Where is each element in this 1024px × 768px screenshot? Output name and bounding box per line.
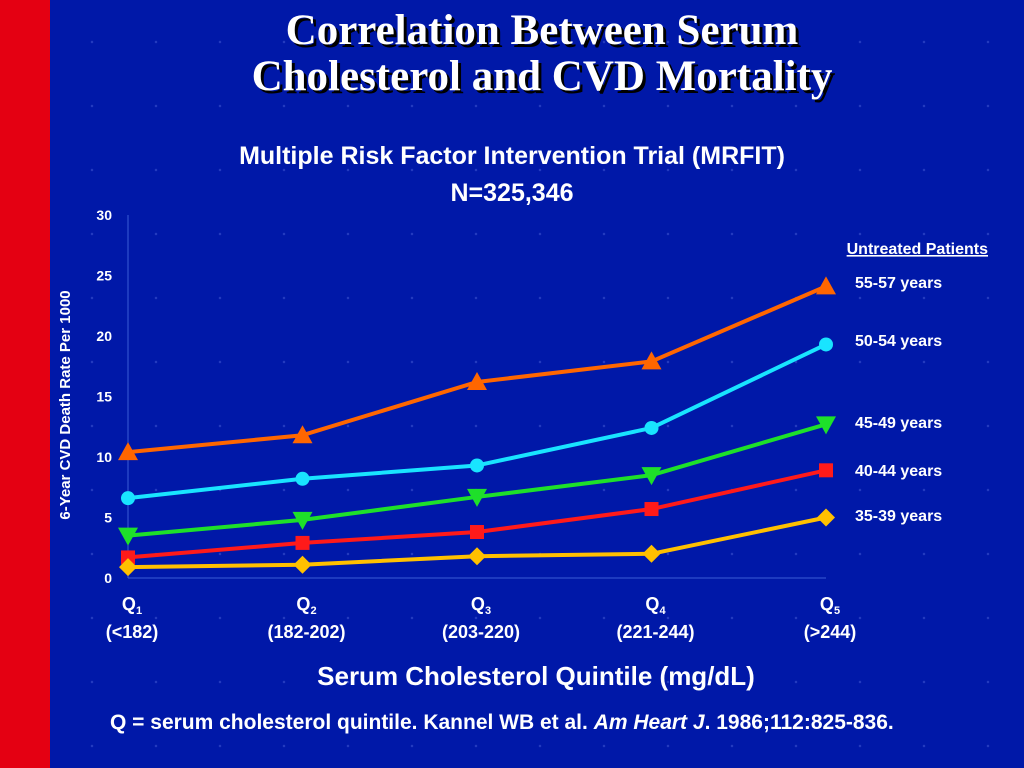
data-point-diamond [119,558,137,577]
data-point-triangle-up [467,371,487,390]
y-tick-label: 25 [96,268,112,284]
x-category-range: (>244) [804,622,857,642]
legend-series-label: 40-44 years [855,463,942,480]
data-point-circle [819,337,833,352]
slide-title-line2: Cholesterol and CVD Mortality [251,53,833,100]
data-point-square [470,525,484,540]
footnote-rest: . 1986;112:825-836. [704,711,894,734]
series-markers [118,276,836,577]
series-lines [127,284,827,570]
series-line [127,342,827,501]
legend-series-label: 45-49 years [855,415,942,432]
y-tick-label: 5 [104,510,112,526]
data-point-square [121,550,135,565]
y-tick-label: 10 [96,449,112,465]
data-point-circle [644,420,659,435]
data-point-diamond [642,544,661,563]
y-tick-label: 20 [96,328,112,344]
legend-title: Untreated Patients [847,241,988,258]
legend-series-label: 55-57 years [855,275,942,292]
citation-footnote: Q = serum cholesterol quintile. Kannel W… [110,707,930,739]
x-category-label: Q2 [296,594,316,617]
data-point-triangle-up [118,442,138,461]
x-category-range: (203-220) [442,622,520,642]
left-red-bar [0,0,50,768]
data-point-triangle-down [816,416,836,435]
data-point-triangle-up [292,425,313,444]
chart-subtitle: Multiple Risk Factor Intervention Trial … [60,138,964,212]
legend-series-label: 50-54 years [855,333,942,350]
data-point-circle [121,491,135,506]
x-category-label: Q4 [645,594,666,617]
data-point-triangle-down [292,511,313,530]
data-point-square [819,463,833,478]
x-category-range: (182-202) [267,622,345,642]
footnote-text: Q = serum cholesterol quintile. Kannel W… [110,711,594,734]
data-point-triangle-down [641,467,662,486]
data-point-square [295,535,310,550]
y-tick-labels: 0 5 10 15 20 25 30 [96,207,112,586]
x-category-label: Q1 [122,594,142,617]
background-dot-pattern [50,0,1024,768]
chart-subtitle-line1: Multiple Risk Factor Intervention Trial … [239,142,785,170]
x-category-label: Q5 [820,594,840,617]
data-point-triangle-down [118,527,138,546]
data-point-diamond [817,508,835,527]
x-category-label: Q3 [471,594,491,617]
y-tick-label: 0 [104,570,112,586]
series-line [127,284,827,455]
legend-series-label: 35-39 years [855,508,942,525]
slide-title-line1: Correlation Between Serum [285,7,799,54]
y-axis-label: 6-Year CVD Death Rate Per 1000 [57,290,74,519]
series-line [127,468,827,560]
data-point-diamond [293,555,312,574]
x-category-range: (221-244) [616,622,694,642]
data-point-triangle-up [816,276,836,295]
data-point-triangle-up [641,351,662,370]
x-axis-label: Serum Cholesterol Quintile (mg/dL) [317,661,755,691]
x-category-range: (<182) [106,622,159,642]
data-point-diamond [468,547,486,566]
y-tick-label: 30 [96,207,112,223]
x-category-labels: Q1 (<182) Q2 (182-202) Q3 (203-220) Q4 (221-244… [106,594,857,642]
chart-subtitle-line2: N=325,346 [450,179,574,207]
legend: Untreated Patients 55-57 years 50-54 years… [847,241,988,525]
y-tick-label: 15 [96,389,112,405]
data-point-circle [470,458,484,473]
slide-title: Correlation Between Serum Cholesterol an… [60,8,1024,100]
data-point-circle [295,471,310,486]
data-point-square [644,502,659,517]
data-point-triangle-down [467,488,487,507]
footnote-journal: Am Heart J [593,711,705,734]
